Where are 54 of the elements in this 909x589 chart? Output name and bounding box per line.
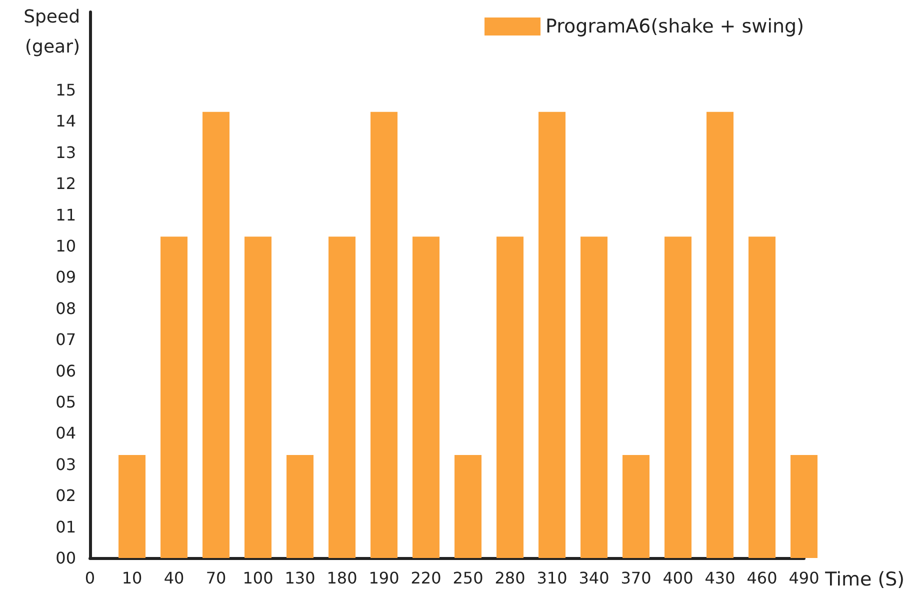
y-tick-label: 07 [56, 330, 76, 350]
y-tick-label: 06 [56, 361, 76, 380]
bar [538, 112, 566, 558]
y-tick-label: 03 [56, 454, 76, 474]
bar [328, 236, 356, 558]
x-tick-label: 0 [84, 568, 96, 588]
y-tick-label: 11 [56, 205, 76, 224]
bar [370, 112, 398, 558]
x-tick-label: 70 [206, 568, 226, 588]
bar [412, 236, 440, 558]
legend-label: ProgramA6(shake + swing) [546, 16, 804, 38]
x-tick-label: 490 [788, 568, 820, 588]
bar [622, 455, 650, 558]
bar [748, 236, 776, 558]
y-tick-label: 15 [56, 80, 76, 100]
bar [706, 112, 734, 558]
x-tick-label: 340 [578, 568, 610, 588]
y-tick-label: 02 [56, 486, 76, 506]
x-tick-label: 100 [242, 568, 274, 588]
x-axis-title: Time (S) [824, 568, 905, 589]
bar [664, 236, 692, 558]
y-tick-label: 05 [56, 392, 76, 412]
y-tick-label: 13 [56, 142, 76, 162]
y-tick-label: 01 [56, 517, 76, 536]
y-axis-title: Speed (gear) [24, 6, 80, 58]
x-tick-label: 400 [662, 568, 694, 588]
x-tick-label: 180 [326, 568, 358, 588]
x-tick-label: 130 [284, 568, 316, 588]
bar [496, 236, 524, 558]
y-tick-label: 00 [56, 548, 76, 568]
x-tick-label: 280 [494, 568, 526, 588]
bar [790, 455, 818, 558]
x-tick-label: 460 [746, 568, 778, 588]
y-tick-label: 14 [56, 112, 76, 131]
y-tick-label: 04 [56, 424, 76, 443]
bar [202, 112, 230, 558]
x-tick-label: 220 [410, 568, 442, 588]
x-tick-label: 430 [704, 568, 736, 588]
x-tick-label: 310 [536, 568, 568, 588]
bar [580, 236, 608, 558]
x-tick-label: 190 [368, 568, 400, 588]
y-tick-label: 12 [56, 174, 76, 194]
y-tick-label: 09 [56, 268, 76, 287]
x-tick-label: 250 [452, 568, 484, 588]
x-tick-label: 10 [122, 568, 142, 588]
x-tick-label: 40 [164, 568, 184, 588]
bar [118, 455, 146, 558]
bar [454, 455, 482, 558]
bar [244, 236, 272, 558]
y-tick-label: 08 [56, 298, 76, 318]
x-tick-label: 370 [620, 568, 652, 588]
bar [160, 236, 188, 558]
bar [286, 455, 314, 558]
y-tick-label: 10 [56, 236, 76, 256]
